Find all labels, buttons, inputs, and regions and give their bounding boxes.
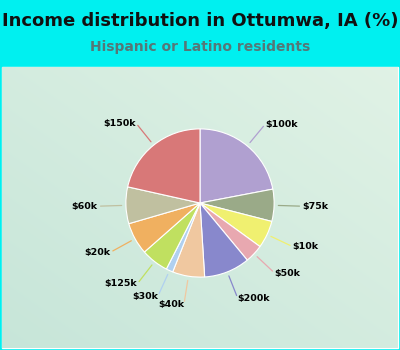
Text: $100k: $100k bbox=[265, 120, 298, 129]
Wedge shape bbox=[200, 129, 273, 203]
Text: $30k: $30k bbox=[132, 292, 158, 301]
Wedge shape bbox=[128, 129, 200, 203]
Wedge shape bbox=[200, 203, 260, 260]
Wedge shape bbox=[200, 189, 274, 222]
Text: $60k: $60k bbox=[72, 202, 98, 211]
Text: Hispanic or Latino residents: Hispanic or Latino residents bbox=[90, 40, 310, 54]
Text: $50k: $50k bbox=[274, 268, 300, 278]
Wedge shape bbox=[200, 203, 247, 277]
Wedge shape bbox=[200, 203, 272, 246]
Text: City-Data.com: City-Data.com bbox=[253, 135, 323, 145]
Text: $10k: $10k bbox=[292, 242, 319, 251]
Bar bbox=[2, 66, 398, 348]
Text: $20k: $20k bbox=[84, 248, 110, 257]
Wedge shape bbox=[166, 203, 200, 272]
Text: $200k: $200k bbox=[238, 294, 270, 303]
Text: $40k: $40k bbox=[158, 300, 184, 308]
Text: $125k: $125k bbox=[104, 279, 137, 288]
Text: $150k: $150k bbox=[104, 119, 136, 128]
Wedge shape bbox=[173, 203, 205, 277]
Text: Income distribution in Ottumwa, IA (%): Income distribution in Ottumwa, IA (%) bbox=[2, 12, 398, 30]
Text: $75k: $75k bbox=[302, 202, 328, 211]
Wedge shape bbox=[144, 203, 200, 269]
Wedge shape bbox=[126, 187, 200, 224]
Wedge shape bbox=[129, 203, 200, 252]
